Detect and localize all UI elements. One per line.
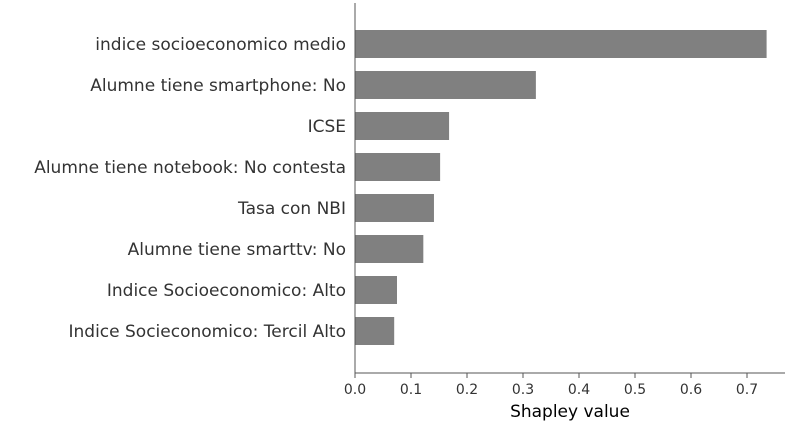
- category-label: Indice Socioeconomico: Alto: [107, 281, 346, 301]
- x-tick-label: 0.5: [624, 382, 646, 398]
- x-tick-label: 0.7: [736, 382, 758, 398]
- x-tick-label: 0.3: [512, 382, 534, 398]
- x-tick-label: 0.2: [456, 382, 478, 398]
- category-label: ICSE: [308, 117, 346, 137]
- bar-4: [355, 194, 434, 222]
- bar-0: [355, 30, 767, 58]
- x-tick-label: 0.4: [568, 382, 590, 398]
- bar-1: [355, 71, 536, 99]
- x-ticks: 0.0 0.1 0.2 0.3 0.4 0.5 0.6 0.7: [344, 373, 758, 398]
- category-label: indice socioeconomico medio: [95, 35, 346, 55]
- x-tick-label: 0.6: [680, 382, 702, 398]
- category-label: Alumne tiene smartphone: No: [90, 76, 346, 96]
- x-tick-label: 0.1: [400, 382, 422, 398]
- bar-3: [355, 153, 441, 181]
- x-tick-label: 0.0: [344, 382, 366, 398]
- category-label: Tasa con NBI: [237, 199, 346, 219]
- bar-6: [355, 276, 397, 304]
- x-axis-title: Shapley value: [510, 402, 630, 422]
- category-labels: indice socioeconomico medio Alumne tiene …: [34, 35, 346, 342]
- bar-2: [355, 112, 450, 140]
- category-label: Alumne tiene notebook: No contesta: [34, 158, 346, 178]
- bar-5: [355, 235, 424, 263]
- bars-group: [355, 30, 767, 345]
- category-label: Alumne tiene smarttv: No: [128, 240, 346, 260]
- bar-7: [355, 317, 395, 345]
- category-label: Indice Socieconomico: Tercil Alto: [68, 322, 346, 342]
